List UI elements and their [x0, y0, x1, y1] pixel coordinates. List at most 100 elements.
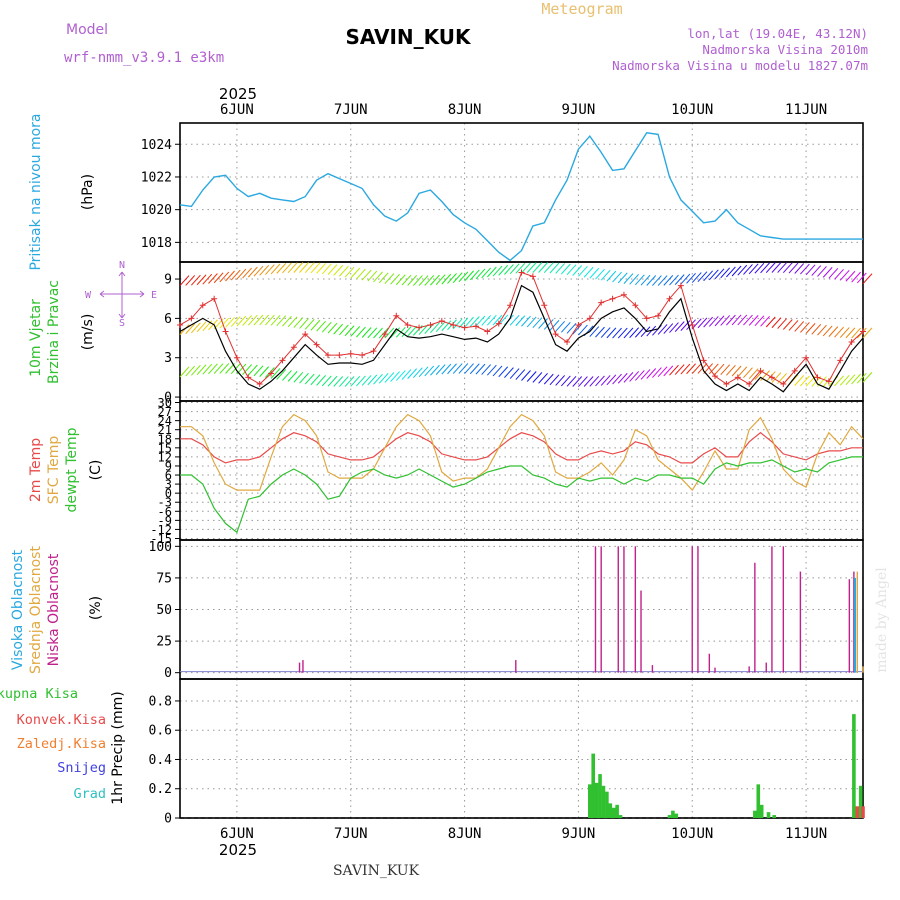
ytick-label: -6: [158, 505, 172, 519]
wind-barb: [845, 374, 856, 386]
wind-barb: [652, 275, 662, 286]
wind-barb: [572, 265, 583, 276]
wind-barb: [555, 321, 566, 332]
wind-barb: [441, 363, 452, 375]
wind-barb: [191, 274, 201, 286]
ytick-label: 1024: [141, 138, 172, 153]
wind-gust-marker: [188, 315, 195, 322]
wind-gust-marker: [609, 295, 616, 302]
wind-gust-marker: [290, 344, 297, 351]
wind-barb: [481, 364, 492, 375]
wind-barb: [669, 364, 679, 376]
wind-barb: [652, 367, 662, 378]
wind-barb: [316, 320, 326, 332]
wind-barb: [213, 363, 224, 374]
wind-gust-line: [179, 271, 864, 385]
svg-text:Niska Oblacnost: Niska Oblacnost: [46, 553, 62, 666]
wind-gust-marker: [814, 374, 821, 381]
svg-text:2m Temp: 2m Temp: [28, 438, 44, 502]
wind-barb: [572, 376, 583, 387]
wind-barb: [811, 323, 822, 335]
wind-barb: [595, 268, 605, 280]
wind-barb: [743, 264, 753, 275]
wind-barb: [310, 262, 321, 274]
wind-barb: [378, 272, 389, 284]
wind-gust-marker: [177, 321, 183, 328]
wind-barb: [430, 364, 440, 376]
wind-barb: [532, 317, 543, 328]
precip-bar: [667, 815, 672, 818]
wind-barb: [760, 262, 770, 274]
wind-barb: [441, 320, 452, 332]
wind-barb: [771, 262, 782, 273]
wind-barb: [208, 363, 218, 375]
wind-barb: [196, 274, 207, 286]
wind-barb: [270, 368, 281, 379]
wind-barb: [828, 268, 839, 279]
wind-barb: [293, 262, 304, 273]
wind-barb: [708, 316, 719, 327]
wind-barb: [771, 317, 782, 329]
wind-barb: [492, 314, 503, 326]
ytick-label: 18: [158, 432, 172, 446]
wind-barb: [259, 314, 270, 326]
wind-barb: [430, 274, 440, 286]
wind-barb: [304, 318, 315, 330]
wind-gust-marker: [837, 357, 844, 364]
temp-sfc-line: [180, 413, 864, 492]
wind-barb: [179, 366, 190, 378]
wind-barb: [589, 326, 600, 337]
date-label-bottom: 9JUN: [562, 826, 596, 842]
ytick-label: 75: [156, 571, 172, 586]
wind-barb: [629, 371, 640, 382]
wind-gust-marker: [666, 295, 673, 302]
wind-barb: [800, 375, 810, 387]
wind-barb: [202, 363, 213, 375]
wind-barb: [555, 375, 566, 386]
wind-barb: [350, 375, 361, 387]
wind-barb: [265, 264, 275, 275]
wind-barb: [276, 315, 287, 327]
wind-gust-marker: [734, 374, 741, 381]
wind-barb: [367, 270, 378, 282]
wind-barb: [401, 326, 412, 338]
wind-barb: [566, 264, 577, 276]
model-label: Model: [66, 22, 108, 38]
ytick-label: 21: [158, 423, 172, 437]
wind-title: 10m Vjetar Brzina i Pravac: [28, 280, 62, 384]
wind-barb: [304, 262, 315, 273]
wind-barb: [475, 315, 486, 327]
wind-barb: [242, 315, 252, 326]
wind-barb: [464, 363, 474, 374]
wind-gust-marker: [507, 302, 514, 309]
wind-barb: [674, 321, 685, 332]
wind-barb: [600, 327, 611, 338]
wind-barb: [686, 363, 696, 375]
wind-barb: [304, 373, 315, 385]
wind-gust-marker: [347, 350, 354, 357]
wind-barb: [515, 262, 526, 274]
wind-barb: [219, 363, 230, 374]
wind-barb: [623, 372, 634, 383]
ytick-label: 30: [158, 396, 172, 410]
wind-barb: [600, 375, 611, 386]
wind-barb: [560, 321, 571, 333]
precip-bar: [608, 803, 613, 818]
wind-gust-marker: [712, 373, 719, 380]
wind-barb: [321, 263, 332, 275]
date-label-bottom: 6JUN: [220, 826, 254, 842]
wind-gust-marker: [541, 302, 548, 309]
wind-barb: [748, 315, 759, 326]
wind-gust-marker: [564, 338, 571, 345]
wind-barb: [612, 327, 622, 339]
ytick-label: 0: [164, 666, 172, 681]
wind-barb: [407, 368, 418, 379]
wind-barb: [481, 315, 492, 326]
wind-barb: [498, 264, 509, 276]
wind-barb: [657, 324, 668, 335]
wind-barb: [726, 266, 736, 278]
wind-barb: [492, 365, 503, 377]
model-elevation-text: Nadmorska Visina u modelu 1827.07m: [612, 58, 868, 73]
wind-gust-marker: [803, 354, 810, 361]
compass-legend: N W E S: [85, 260, 157, 329]
